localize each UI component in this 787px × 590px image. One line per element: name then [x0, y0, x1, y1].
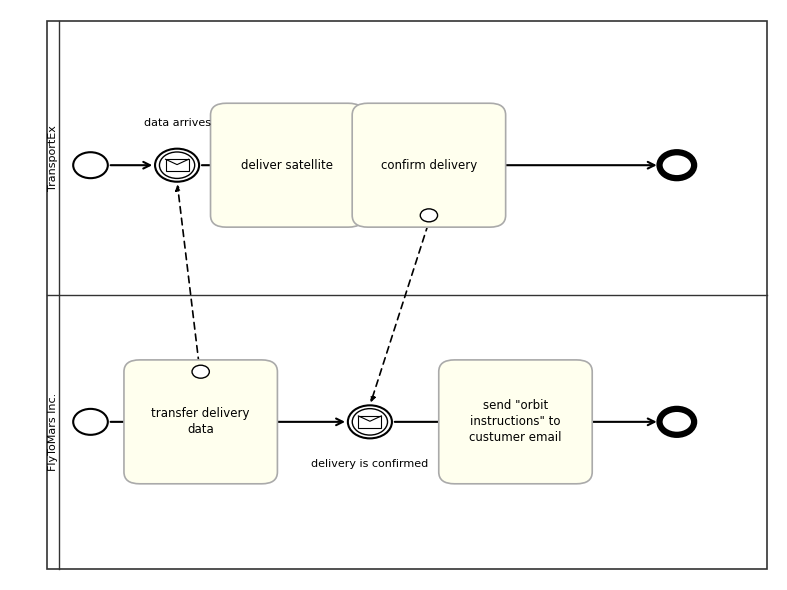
Circle shape: [155, 149, 199, 182]
FancyBboxPatch shape: [353, 103, 506, 227]
Circle shape: [192, 365, 209, 378]
Text: transfer delivery
data: transfer delivery data: [151, 407, 250, 437]
FancyBboxPatch shape: [210, 103, 364, 227]
FancyBboxPatch shape: [439, 360, 592, 484]
Text: FlyToMars Inc.: FlyToMars Inc.: [48, 393, 58, 471]
Circle shape: [73, 152, 108, 178]
Circle shape: [660, 152, 694, 178]
Circle shape: [660, 409, 694, 435]
Text: deliver satellite: deliver satellite: [242, 159, 333, 172]
Bar: [165, 159, 189, 171]
Text: data arrives: data arrives: [143, 118, 211, 128]
Circle shape: [348, 405, 392, 438]
Circle shape: [160, 152, 194, 178]
Circle shape: [420, 209, 438, 222]
Text: delivery is confirmed: delivery is confirmed: [312, 459, 428, 469]
Text: confirm delivery: confirm delivery: [381, 159, 477, 172]
Circle shape: [353, 409, 387, 435]
Text: send "orbit
instructions" to
custumer email: send "orbit instructions" to custumer em…: [469, 399, 562, 444]
FancyBboxPatch shape: [124, 360, 278, 484]
Circle shape: [73, 409, 108, 435]
Bar: [358, 416, 382, 428]
Text: TransportEx: TransportEx: [48, 125, 58, 191]
